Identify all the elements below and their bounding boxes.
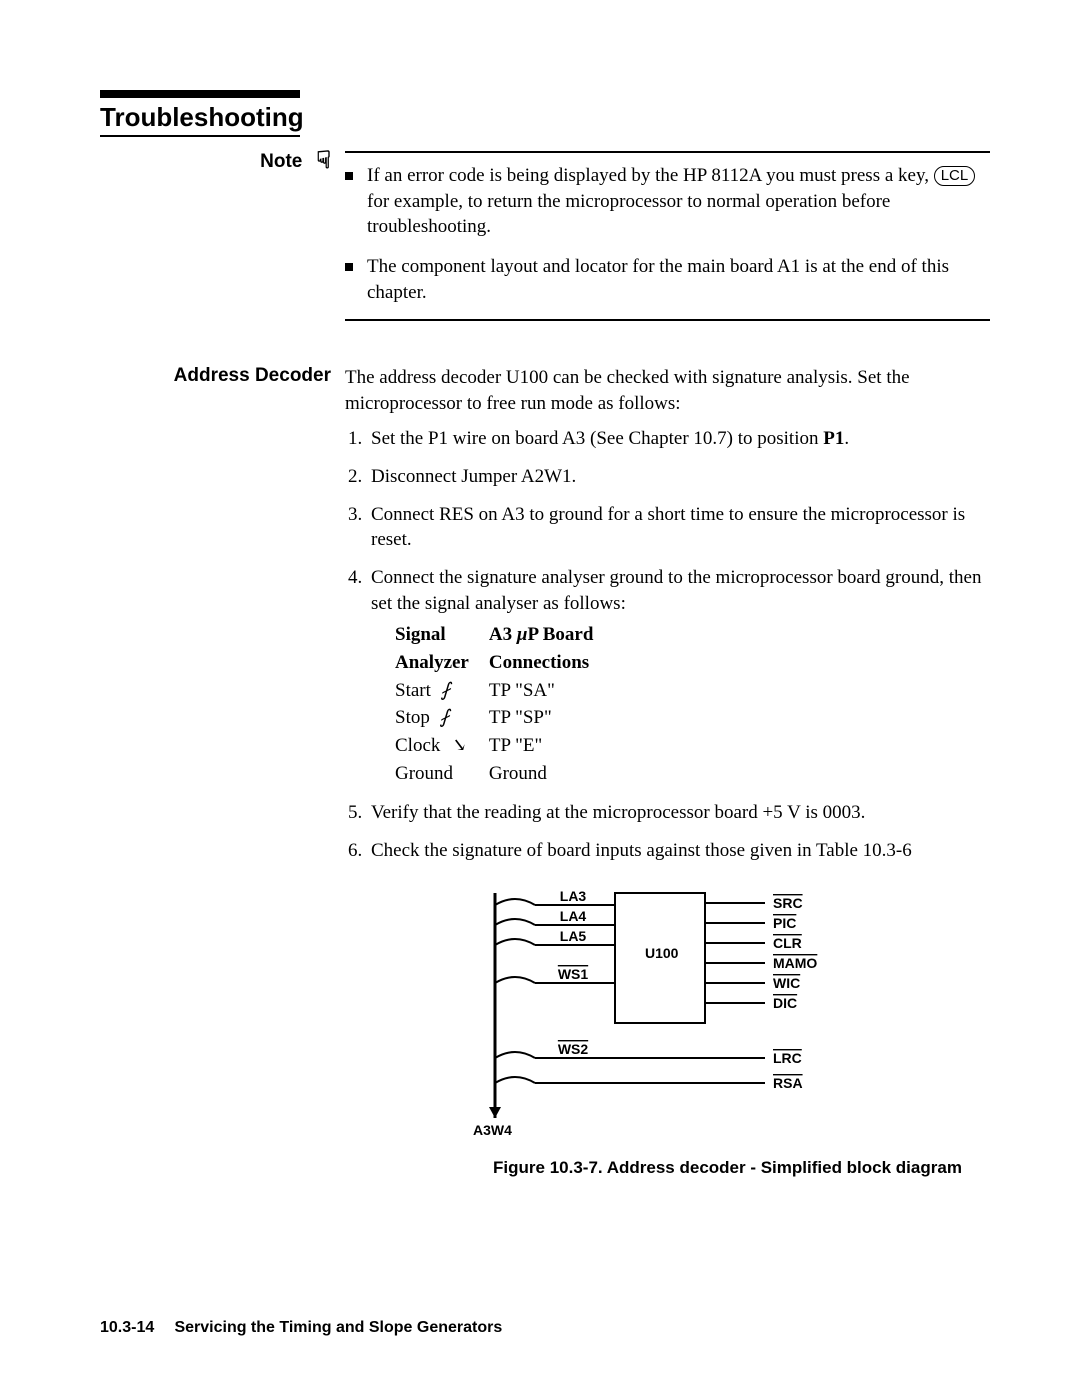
sig-hdr: Signal xyxy=(395,622,487,648)
sig-cell: TP "SA" xyxy=(489,678,612,704)
sig-cell: Ground xyxy=(489,761,612,787)
svg-text:LA5: LA5 xyxy=(560,928,587,944)
step-text: Disconnect Jumper A2W1. xyxy=(371,466,576,487)
step-text: Check the signature of board inputs agai… xyxy=(371,840,912,861)
step-text: . xyxy=(844,428,849,449)
footer-text: Servicing the Timing and Slope Generator… xyxy=(174,1319,502,1336)
step-item: Connect the signature analyser ground to… xyxy=(367,565,990,788)
bus-label: A3W4 xyxy=(473,1122,512,1138)
step-item: Set the P1 wire on board A3 (See Chapter… xyxy=(367,426,990,452)
title-underline xyxy=(100,135,300,137)
sig-hdr: A3 μP Board xyxy=(489,622,612,648)
figure-caption: Figure 10.3-7. Address decoder - Simplif… xyxy=(465,1157,990,1180)
svg-text:LRC: LRC xyxy=(773,1050,802,1066)
svg-text:WS1: WS1 xyxy=(558,966,589,982)
step-item: Check the signature of board inputs agai… xyxy=(367,838,990,864)
step-bold: P1 xyxy=(823,428,844,449)
svg-text:RSA: RSA xyxy=(773,1075,803,1091)
decoder-intro: The address decoder U100 can be checked … xyxy=(345,365,990,416)
decoder-label: Address Decoder xyxy=(174,365,331,386)
sig-cell: Stop ⨏ xyxy=(395,705,487,731)
svg-text:MAMO: MAMO xyxy=(773,955,817,971)
block-diagram: A3W4 U100 LA3 LA4 LA5 WS1 SRC PIC CLR MAMO WIC D… xyxy=(465,883,990,1180)
step-item: Disconnect Jumper A2W1. xyxy=(367,464,990,490)
step-item: Verify that the reading at the microproc… xyxy=(367,800,990,826)
footer-page-number: 10.3-14 xyxy=(100,1319,170,1337)
step-text: Verify that the reading at the microproc… xyxy=(371,802,865,823)
sig-cell: TP "E" xyxy=(489,733,612,759)
svg-text:WIC: WIC xyxy=(773,975,800,991)
block-label: U100 xyxy=(645,945,679,961)
svg-text:LA3: LA3 xyxy=(560,888,587,904)
note-top-rule xyxy=(345,151,990,153)
top-rule-thick xyxy=(100,90,300,98)
svg-text:PIC: PIC xyxy=(773,915,796,931)
sig-hdr: Connections xyxy=(489,650,612,676)
sig-cell: Start ⨏ xyxy=(395,678,487,704)
decoder-block: Address Decoder The address decoder U100… xyxy=(100,365,990,1186)
pointing-hand-icon: ☟ xyxy=(316,149,331,173)
step-text: Set the P1 wire on board A3 (See Chapter… xyxy=(371,428,823,449)
page-footer: 10.3-14 Servicing the Timing and Slope G… xyxy=(100,1319,502,1337)
svg-text:WS2: WS2 xyxy=(558,1041,589,1057)
step-text: Connect the signature analyser ground to… xyxy=(371,567,981,614)
note-text-post: for example, to return the microprocesso… xyxy=(367,191,890,238)
sig-cell: Clock ↘ xyxy=(395,733,487,759)
sig-hdr: Analyzer xyxy=(395,650,487,676)
sig-cell: TP "SP" xyxy=(489,705,612,731)
step-text: Connect RES on A3 to ground for a short … xyxy=(371,504,965,551)
sig-cell: Ground xyxy=(395,761,487,787)
note-text-pre: If an error code is being displayed by t… xyxy=(367,165,934,186)
svg-text:DIC: DIC xyxy=(773,995,797,1011)
key-lcl: LCL xyxy=(934,166,976,186)
note-bullet: If an error code is being displayed by t… xyxy=(345,163,990,240)
svg-text:CLR: CLR xyxy=(773,935,802,951)
note-label: Note xyxy=(260,151,302,173)
section-title: Troubleshooting xyxy=(100,102,990,133)
signal-table: Signal A3 μP Board Analyzer Connections … xyxy=(393,620,613,788)
svg-text:SRC: SRC xyxy=(773,895,803,911)
note-text: The component layout and locator for the… xyxy=(367,256,949,303)
step-item: Connect RES on A3 to ground for a short … xyxy=(367,502,990,553)
note-block: Note ☟ If an error code is being display… xyxy=(100,151,990,331)
note-bottom-rule xyxy=(345,319,990,321)
note-bullet: The component layout and locator for the… xyxy=(345,254,990,305)
svg-text:LA4: LA4 xyxy=(560,908,587,924)
